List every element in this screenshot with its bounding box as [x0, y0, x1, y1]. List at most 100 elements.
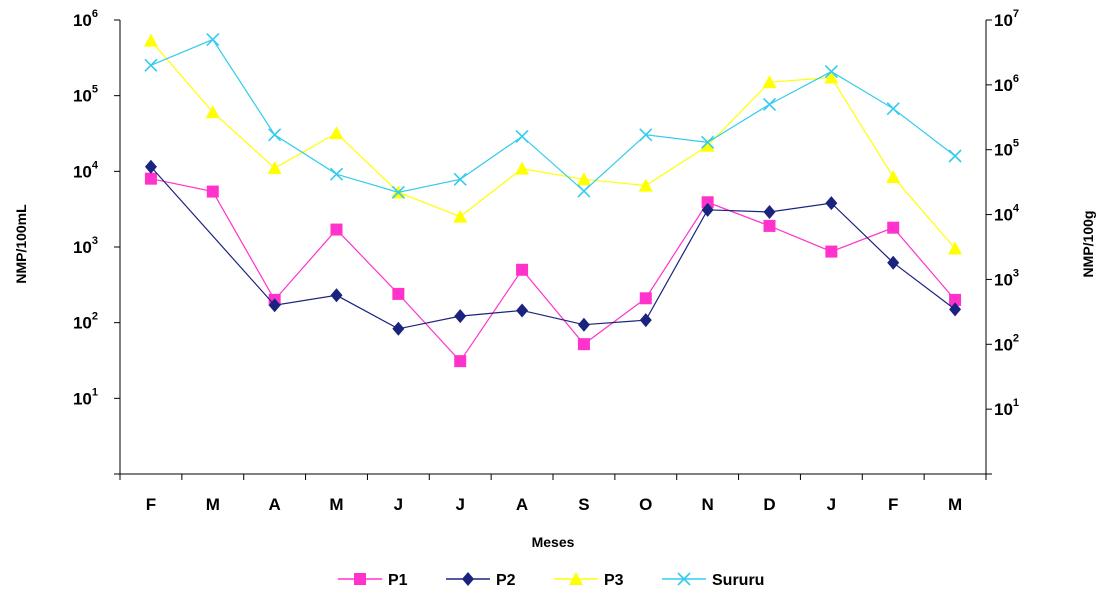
- x-tick-label: F: [146, 495, 156, 514]
- series-line-p3: [150, 40, 956, 249]
- legend-item-p3: P3: [554, 572, 624, 589]
- data-point-p3: [824, 70, 839, 84]
- data-point-p2: [330, 288, 343, 303]
- legend: P1 P2 P3 Sururu: [338, 572, 764, 589]
- data-point-p2: [701, 202, 714, 217]
- data-point-sururu: [453, 172, 467, 186]
- data-point-sururu: [762, 97, 777, 111]
- data-point-p3: [329, 126, 344, 140]
- x-axis-title: Meses: [532, 534, 575, 550]
- series-p2: [144, 159, 962, 336]
- axes: [114, 19, 992, 480]
- data-point-p2: [887, 255, 900, 270]
- data-point-p3: [267, 161, 282, 175]
- data-point-p3: [205, 105, 220, 119]
- data-point-p2: [763, 205, 776, 220]
- data-point-p3: [700, 138, 715, 152]
- series-p3: [143, 33, 963, 255]
- data-point-p2: [392, 321, 405, 336]
- data-point-sururu: [206, 32, 220, 47]
- legend-marker: [677, 572, 691, 586]
- data-point-sururu: [701, 135, 715, 149]
- data-point-p1: [887, 221, 900, 234]
- series-line-sururu: [150, 38, 956, 193]
- data-point-p1: [144, 172, 157, 185]
- series-sururu: [144, 32, 962, 199]
- left-tick-label: 103: [73, 235, 98, 257]
- data-point-sururu: [639, 128, 653, 142]
- right-tick-label: 106: [994, 73, 1019, 95]
- data-point-sururu: [577, 184, 591, 198]
- x-tick-label: M: [948, 495, 962, 514]
- data-point-p2: [454, 309, 467, 324]
- data-point-p1: [577, 338, 590, 351]
- data-point-p1: [454, 355, 467, 368]
- data-point-p3: [515, 161, 530, 175]
- right-tick-label: 102: [994, 332, 1019, 354]
- data-point-sururu: [515, 129, 529, 144]
- data-point-p1: [639, 292, 652, 305]
- right-tick-label: 101: [994, 397, 1019, 419]
- data-point-p2: [144, 159, 157, 174]
- data-point-p3: [576, 172, 591, 186]
- data-point-p2: [825, 196, 838, 211]
- series-line-p1: [150, 178, 956, 363]
- data-point-p1: [701, 196, 714, 209]
- x-tick-label: A: [269, 495, 281, 514]
- legend-marker: [569, 572, 583, 585]
- legend-label: Sururu: [712, 572, 764, 589]
- legend-item-p1: P1: [338, 572, 408, 589]
- data-point-p2: [949, 302, 962, 317]
- data-point-p3: [762, 75, 777, 89]
- x-tick-label: S: [578, 495, 589, 514]
- x-tick-label: M: [206, 495, 220, 514]
- data-point-p1: [763, 219, 776, 232]
- left-tick-label: 106: [73, 8, 98, 30]
- data-point-sururu: [886, 102, 900, 116]
- data-point-p3: [886, 169, 901, 183]
- data-point-p3: [143, 33, 158, 47]
- x-tick-label: J: [394, 495, 403, 514]
- left-tick-label: 102: [73, 311, 98, 333]
- right-tick-label: 104: [994, 203, 1020, 225]
- legend-marker: [354, 573, 366, 585]
- left-tick-label: 105: [73, 84, 98, 106]
- x-tick-label: O: [639, 495, 652, 514]
- x-tick-label: N: [702, 495, 714, 514]
- data-point-p2: [516, 303, 529, 318]
- data-point-sururu: [144, 58, 158, 72]
- right-tick-label: 105: [994, 138, 1019, 160]
- data-point-sururu: [268, 128, 282, 142]
- left-tick-label: 101: [73, 386, 98, 408]
- data-point-p3: [453, 209, 468, 223]
- data-point-p1: [949, 293, 962, 306]
- data-point-sururu: [329, 167, 344, 181]
- data-point-sururu: [391, 185, 405, 199]
- x-tick-label: D: [763, 495, 775, 514]
- x-tick-label: J: [827, 495, 836, 514]
- x-tick-label: M: [329, 495, 343, 514]
- data-point-p3: [638, 178, 653, 192]
- right-tick-label: 107: [994, 8, 1019, 30]
- data-point-p3: [948, 241, 963, 255]
- x-tick-label: F: [888, 495, 898, 514]
- data-point-p1: [516, 263, 529, 276]
- data-point-p1: [392, 287, 405, 300]
- x-tick-label: J: [455, 495, 464, 514]
- legend-label: P2: [496, 572, 516, 589]
- legend-item-p2: P2: [446, 572, 516, 589]
- data-point-p1: [825, 245, 838, 258]
- legend-label: P3: [604, 572, 624, 589]
- right-tick-label: 103: [994, 267, 1019, 289]
- data-point-p1: [330, 223, 343, 236]
- legend-marker: [462, 572, 474, 586]
- x-tick-label: A: [516, 495, 528, 514]
- data-point-p2: [268, 298, 281, 313]
- data-point-p1: [206, 185, 219, 198]
- left-axis-tick-labels: 101 102 103 104 105 106: [73, 8, 99, 408]
- series-p1: [144, 172, 962, 368]
- data-point-p2: [639, 313, 652, 328]
- left-axis-title: NMP/100mL: [13, 204, 29, 284]
